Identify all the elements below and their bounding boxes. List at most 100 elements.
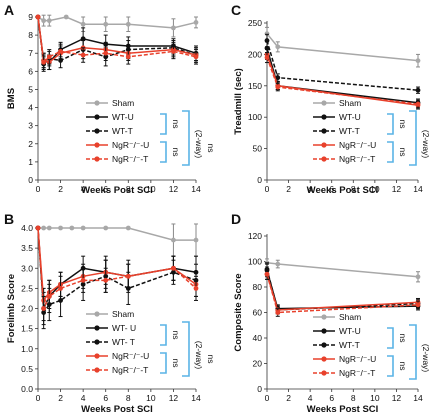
y-tick-label: 0.0 <box>21 384 33 394</box>
legend-marker <box>321 342 327 348</box>
data-point <box>171 265 176 271</box>
legend: Sham WT-U WT-T NgR⁻/⁻-U NgR⁻/⁻-T <box>313 98 376 164</box>
x-tick-label: 2 <box>286 184 291 194</box>
x-tick-label: 0 <box>265 393 270 403</box>
x-tick-label: 10 <box>146 184 156 194</box>
legend-label: Sham <box>339 98 361 108</box>
legend-marker <box>94 339 100 345</box>
y-tick-label: 4.0 <box>21 223 33 233</box>
y-axis-label: Treadmill (sec) <box>233 68 244 135</box>
legend-marker <box>94 156 100 162</box>
y-tick-label: 0.5 <box>21 364 33 374</box>
x-tick-label: 10 <box>370 184 380 194</box>
bracket <box>387 113 394 135</box>
data-point <box>415 274 421 280</box>
bracket-label: ns <box>398 362 408 371</box>
x-tick-label: 14 <box>413 393 423 403</box>
data-point <box>35 14 41 20</box>
x-tick-label: 4 <box>308 184 313 194</box>
bracket-label: (2-way) <box>421 130 429 159</box>
x-tick-label: 4 <box>81 393 86 403</box>
legend-marker <box>94 128 100 134</box>
data-point <box>415 101 421 107</box>
legend-marker <box>94 100 100 106</box>
data-point <box>103 21 109 27</box>
legend: Sham WT- U WT- T NgR⁻/⁻-U NgR⁻/⁻-T <box>86 309 149 375</box>
legend-marker <box>321 128 327 134</box>
y-tick-label: 60 <box>253 308 263 318</box>
legend-label: NgR⁻/⁻-U <box>339 354 376 364</box>
y-tick-label: 3.0 <box>21 263 33 273</box>
bracket <box>160 324 167 346</box>
data-point <box>171 237 176 243</box>
series-4 <box>35 14 199 71</box>
y-tick-label: 200 <box>248 49 262 59</box>
x-tick-label: 6 <box>103 184 108 194</box>
bracket-label: ns <box>171 359 181 368</box>
bracket-label: ns <box>206 144 216 153</box>
data-point <box>63 14 69 20</box>
x-tick-label: 8 <box>351 184 356 194</box>
bracket-label: ns <box>171 331 181 340</box>
data-point <box>193 285 199 291</box>
series-1 <box>264 41 421 108</box>
series-0 <box>35 14 199 38</box>
y-tick-label: 8 <box>28 30 33 40</box>
legend-label: Sham <box>339 312 361 322</box>
x-tick-label: 2 <box>286 393 291 403</box>
bracket <box>387 141 394 163</box>
legend-marker <box>321 100 327 106</box>
series-2 <box>35 14 199 72</box>
legend-label: NgR⁻/⁻-T <box>112 365 148 375</box>
bracket <box>182 321 190 377</box>
data-point <box>275 261 281 267</box>
x-tick-label: 0 <box>36 184 41 194</box>
legend-marker <box>321 370 327 376</box>
x-tick-label: 4 <box>81 184 86 194</box>
data-point <box>69 225 75 231</box>
data-point <box>41 306 47 311</box>
data-point <box>193 237 199 243</box>
legend-label: WT-T <box>339 126 360 136</box>
x-tick-label: 4 <box>308 393 313 403</box>
legend: Sham WT-U WT-T NgR⁻/⁻-U NgR⁻/⁻-T <box>313 312 376 378</box>
data-point <box>171 49 176 54</box>
data-point <box>80 225 86 231</box>
series-1 <box>264 263 421 313</box>
data-point <box>264 38 270 43</box>
bracket-label: (2-way) <box>194 341 204 370</box>
data-point <box>80 36 86 42</box>
y-tick-label: 100 <box>248 112 262 122</box>
legend-label: WT-U <box>339 326 361 336</box>
legend-label: WT-U <box>339 112 361 122</box>
legend-marker <box>94 311 100 317</box>
x-tick-label: 8 <box>126 184 131 194</box>
data-point <box>125 225 131 231</box>
panel-d: D 0 20 40 60 80 100 120 0 2 4 6 8 10 12 14 Composite Sco… <box>231 211 429 415</box>
x-tick-label: 12 <box>392 184 402 194</box>
x-tick-label: 6 <box>329 393 334 403</box>
x-tick-label: 14 <box>191 393 201 403</box>
y-axis-label: Composite Score <box>233 273 244 351</box>
data-point <box>125 21 131 27</box>
x-tick-label: 0 <box>265 184 270 194</box>
data-point <box>58 285 63 291</box>
data-point <box>80 21 86 27</box>
legend-label: NgR⁻/⁻-T <box>339 368 375 378</box>
data-point <box>193 20 199 25</box>
x-tick-label: 14 <box>191 184 201 194</box>
y-tick-label: 1 <box>28 157 33 167</box>
data-point <box>46 294 52 299</box>
x-tick-label: 12 <box>169 393 179 403</box>
y-tick-label: 50 <box>253 144 263 154</box>
y-tick-label: 250 <box>248 18 262 28</box>
x-tick-label: 10 <box>146 393 156 403</box>
y-axis-label: Forelimb Score <box>6 274 17 343</box>
bracket <box>160 141 167 163</box>
y-tick-label: 2.0 <box>21 304 33 314</box>
y-tick-label: 1.0 <box>21 344 33 354</box>
x-tick-label: 2 <box>58 393 63 403</box>
